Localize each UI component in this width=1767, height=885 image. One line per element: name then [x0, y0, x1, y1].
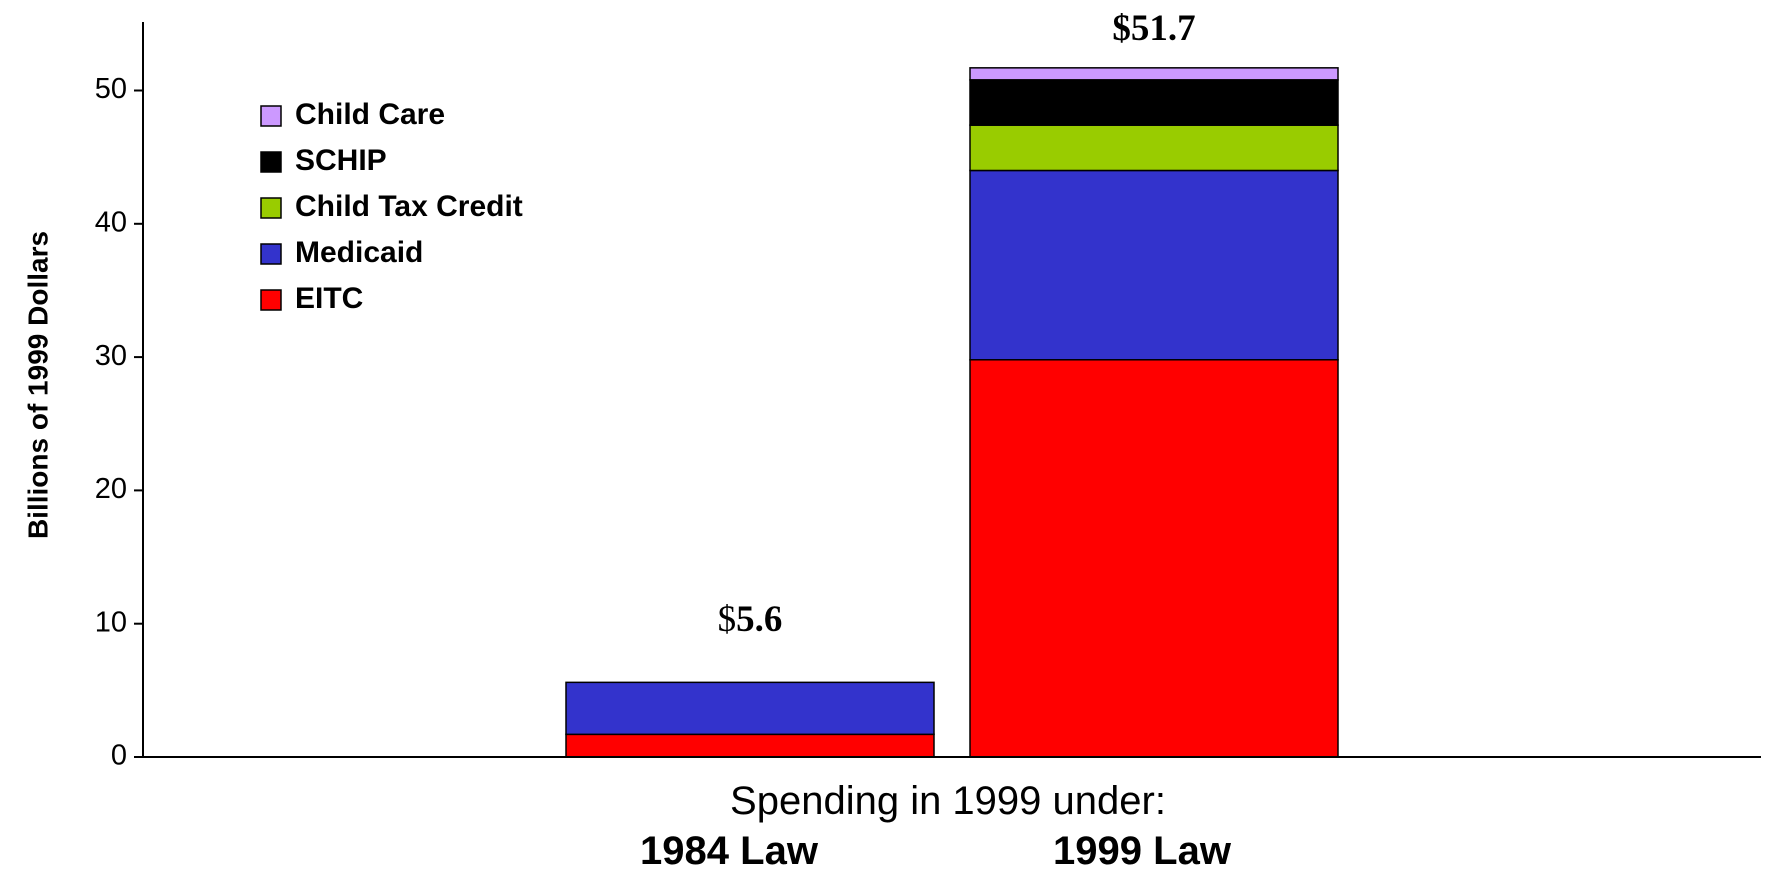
y-tick-label: 0: [111, 740, 127, 772]
total-value: 51.7: [1131, 8, 1196, 49]
y-tick-label: 30: [95, 340, 127, 372]
y-tick-label: 10: [95, 606, 127, 638]
bar-segment-eitc: [969, 359, 1339, 758]
bar-segment-eitc: [565, 733, 935, 758]
legend-swatch: [260, 197, 282, 219]
legend-swatch: [260, 289, 282, 311]
currency-symbol: $: [1112, 8, 1131, 49]
legend-label: Child Care: [295, 98, 445, 131]
bar-totals: $5.6$51.7: [718, 8, 1196, 640]
bar-segment-schip: [969, 79, 1339, 126]
legend-swatch: [260, 105, 282, 127]
y-axis-label: Billions of 1999 Dollars: [22, 231, 53, 539]
x-category-label: 1984 Law: [640, 829, 819, 873]
bar-segment-child-care: [969, 67, 1339, 81]
y-axis: 0 10 20 30 40 50: [95, 73, 143, 772]
y-tick-label: 40: [95, 206, 127, 238]
x-category-label: 1999 Law: [1053, 829, 1232, 873]
legend-label: Medicaid: [295, 236, 423, 269]
y-tick-label: 50: [95, 73, 127, 105]
bar-total-label: $5.6: [718, 599, 783, 640]
legend-swatch: [260, 243, 282, 265]
x-axis-categories: 1984 Law 1999 Law: [640, 829, 1232, 873]
total-value: 5.6: [736, 599, 782, 640]
y-tick-label: 20: [95, 473, 127, 505]
bars: [565, 67, 1339, 758]
bar-segment-child-tax-credit: [969, 124, 1339, 172]
legend-swatch: [260, 151, 282, 173]
legend-label: SCHIP: [295, 144, 387, 177]
bar-total-label: $51.7: [1112, 8, 1195, 49]
bar-segment-medicaid: [565, 681, 935, 736]
legend-label: Child Tax Credit: [295, 190, 523, 223]
legend-label: EITC: [295, 282, 363, 315]
legend: Child Care SCHIP Child Tax Credit Medicaid E…: [260, 98, 523, 315]
currency-symbol: $: [718, 599, 737, 640]
bar-segment-medicaid: [969, 169, 1339, 361]
x-axis-title: Spending in 1999 under:: [730, 779, 1166, 823]
